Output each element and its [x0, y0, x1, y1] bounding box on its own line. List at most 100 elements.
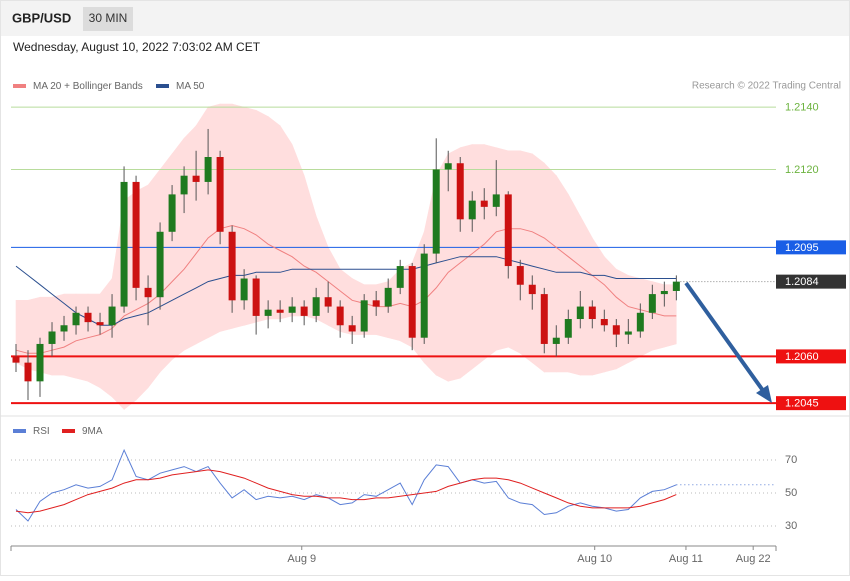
bollinger-band	[519, 150, 533, 364]
bollinger-band	[171, 137, 185, 361]
candle-body	[480, 200, 488, 207]
candle-body	[624, 331, 632, 335]
bollinger-band	[87, 293, 101, 389]
candle-body	[228, 231, 236, 301]
candle-body	[252, 278, 260, 316]
candle-body	[264, 309, 272, 316]
candle-body	[672, 281, 680, 291]
candle-body	[444, 163, 452, 170]
candle-body	[408, 266, 416, 338]
candle-body	[552, 337, 560, 344]
y-tick-label: 30	[785, 520, 797, 532]
candle-body	[468, 200, 476, 220]
bollinger-band	[183, 125, 197, 351]
timeframe-badge	[83, 7, 133, 31]
x-tick-label: Aug 22	[736, 553, 771, 565]
header-bar	[0, 0, 850, 36]
level-box	[776, 349, 846, 364]
level-label: 1.2140	[785, 102, 819, 114]
ma-line	[15, 256, 677, 326]
bollinger-band	[579, 216, 593, 376]
bollinger-band	[591, 236, 605, 376]
candle-body	[72, 312, 80, 326]
candle-body	[660, 290, 668, 295]
candle-body	[360, 300, 368, 332]
bollinger-band	[195, 106, 209, 345]
candle-body	[396, 266, 404, 288]
candle-body	[96, 322, 104, 326]
candle-body	[204, 157, 212, 182]
timeframe: 30 MIN	[89, 11, 128, 25]
candle-body	[312, 297, 320, 316]
candle-body	[336, 306, 344, 326]
ma-line	[15, 224, 677, 354]
candle-body	[288, 306, 296, 313]
level-box	[776, 240, 846, 255]
legend-swatch	[62, 429, 75, 433]
candle-body	[636, 312, 644, 332]
candle-body	[576, 306, 584, 320]
level-label: 1.2120	[785, 164, 819, 176]
x-tick-label: Aug 9	[287, 553, 316, 565]
rsi-line	[15, 448, 677, 522]
legend-label: RSI	[33, 426, 50, 437]
level-box	[776, 396, 846, 411]
legend-swatch	[13, 84, 26, 88]
level-label: 1.2060	[785, 351, 819, 363]
candle-body	[36, 343, 44, 382]
candle-body	[372, 300, 380, 307]
legend-label: 9MA	[82, 426, 103, 437]
candle-body	[492, 194, 500, 207]
arrow-head	[756, 385, 772, 403]
x-tick-label: Aug 11	[669, 553, 703, 565]
y-tick-label: 50	[785, 487, 797, 499]
candle-body	[120, 181, 128, 307]
candle-body	[456, 163, 464, 220]
candle-body	[24, 362, 32, 382]
bollinger-band	[567, 194, 581, 376]
bollinger-band	[267, 115, 281, 320]
candle-body	[132, 181, 140, 288]
candle-body	[324, 297, 332, 307]
candle-body	[168, 194, 176, 232]
candle-body	[180, 175, 188, 195]
candle-body	[276, 309, 284, 313]
rsi-line	[15, 469, 677, 514]
legend-swatch	[13, 429, 26, 433]
legend-swatch	[156, 84, 169, 88]
bollinger-band	[483, 144, 497, 361]
arrow-shaft	[684, 281, 766, 394]
bollinger-band	[615, 268, 629, 370]
candle-body	[216, 157, 224, 232]
bollinger-band	[291, 144, 305, 317]
candle-body	[240, 278, 248, 301]
candle-body	[192, 175, 200, 182]
candle-body	[540, 294, 548, 344]
candle-body	[600, 319, 608, 326]
candle-body	[432, 169, 440, 254]
credit: Research © 2022 Trading Central	[692, 81, 841, 92]
candle-body	[84, 312, 92, 323]
candle-body	[48, 331, 56, 344]
candle-body	[588, 306, 596, 320]
level-box	[776, 274, 846, 289]
bollinger-band	[63, 293, 77, 379]
candle-body	[612, 325, 620, 335]
candle-body	[108, 306, 116, 326]
candle-body	[384, 287, 392, 307]
candle-body	[348, 325, 356, 332]
candle-body	[516, 266, 524, 285]
level-label: 1.2095	[785, 242, 819, 254]
forecast-arrow	[684, 281, 772, 403]
legend-label: MA 50	[176, 81, 205, 92]
timestamp: Wednesday, August 10, 2022 7:03:02 AM CE…	[13, 40, 261, 54]
candle-body	[300, 306, 308, 316]
candle-body	[504, 194, 512, 267]
bollinger-band	[99, 277, 113, 398]
level-label: 1.2045	[785, 398, 819, 410]
candle-body	[144, 287, 152, 298]
candle-body	[648, 294, 656, 313]
candle-body	[420, 253, 428, 338]
legend-label: MA 20 + Bollinger Bands	[33, 81, 143, 92]
